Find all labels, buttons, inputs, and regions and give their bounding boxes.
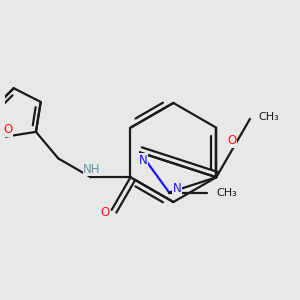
Text: CH₃: CH₃ — [258, 112, 279, 122]
Text: NH: NH — [83, 163, 100, 176]
Text: O: O — [227, 134, 237, 147]
Text: N: N — [173, 182, 182, 195]
Text: CH₃: CH₃ — [217, 188, 238, 198]
Text: N: N — [139, 154, 147, 167]
Text: O: O — [3, 123, 13, 136]
Text: O: O — [100, 206, 109, 219]
